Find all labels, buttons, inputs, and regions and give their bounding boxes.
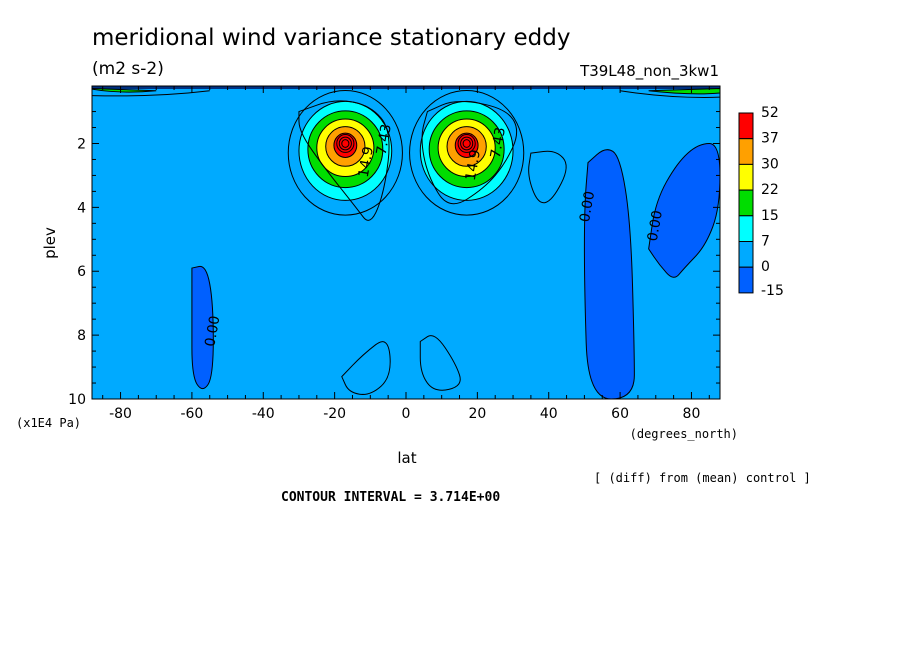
colorbar-label: 30 xyxy=(761,156,779,172)
contour-lines xyxy=(91,90,721,395)
contour-line xyxy=(457,134,476,153)
x-tick-label: -80 xyxy=(109,406,132,422)
y-tick-label: 4 xyxy=(77,200,86,216)
x-axis-label: lat xyxy=(397,449,416,467)
colorbar-swatch xyxy=(738,163,754,191)
x-tick-label: 20 xyxy=(468,406,486,422)
contour-line xyxy=(341,139,350,148)
y-tick-label: 6 xyxy=(77,264,86,280)
contour-line-subtropical xyxy=(528,150,567,204)
contour-label: 0.00 xyxy=(202,314,223,347)
colorbar-label: -15 xyxy=(761,283,784,299)
contour-line-outer xyxy=(298,100,390,221)
contour-line-lower-left xyxy=(341,341,391,395)
contour-label: 0.00 xyxy=(577,190,598,223)
contour-label: 0.00 xyxy=(645,209,666,242)
colorbar-label: 0 xyxy=(761,259,770,275)
chart-units: (m2 s-2) xyxy=(92,59,164,79)
colorbar-swatch xyxy=(738,241,754,268)
y-tick-label: 8 xyxy=(77,328,86,344)
diff-note: [ (diff) from (mean) control ] xyxy=(594,471,811,485)
contour-line xyxy=(460,136,474,151)
colorbar-swatch xyxy=(738,112,754,140)
y-axis: 2 4 6 8 10 xyxy=(68,111,720,408)
contour-line-outer xyxy=(421,101,518,205)
top-band-left xyxy=(91,88,157,93)
experiment-label: T39L48_non_3kw1 xyxy=(579,62,719,81)
contour-label: 7.43 xyxy=(488,126,509,159)
contour-fills xyxy=(91,86,721,400)
contour-line xyxy=(338,136,352,151)
colorbar-swatch xyxy=(738,138,754,165)
x-tick-label: -40 xyxy=(252,406,275,422)
negative-region-southern xyxy=(191,265,214,390)
negative-region-north-1 xyxy=(583,149,635,400)
y-tick-label: 2 xyxy=(77,136,86,152)
colorbar-label: 22 xyxy=(761,182,779,198)
contour-line-top-right xyxy=(620,90,721,98)
contour-line-lower-right xyxy=(419,335,461,391)
x-tick-label: 80 xyxy=(683,406,701,422)
y-tick-label: 10 xyxy=(68,392,86,408)
contour-label: 7.43 xyxy=(374,123,395,156)
colorbar-label: 7 xyxy=(761,234,770,250)
colorbar-label: 52 xyxy=(761,105,779,121)
contour-label: 14.9 xyxy=(463,148,484,181)
x-axis: -80 -60 -40 -20 0 20 40 60 80 xyxy=(102,86,710,422)
contour-interval: CONTOUR INTERVAL = 3.714E+00 xyxy=(281,490,500,505)
y-axis-label: plev xyxy=(41,227,59,259)
y-axis-units: (x1E4 Pa) xyxy=(16,416,81,430)
core-south xyxy=(287,90,403,216)
contour-band-5 xyxy=(454,132,479,158)
colorbar-label: 37 xyxy=(761,131,779,147)
colorbar-swatch xyxy=(738,215,754,243)
contour-line xyxy=(462,139,471,148)
x-axis-units: (degrees_north) xyxy=(630,427,738,441)
x-tick-label: 40 xyxy=(540,406,558,422)
chart-title: meridional wind variance stationary eddy xyxy=(92,25,570,51)
x-tick-label: 0 xyxy=(402,406,411,422)
x-tick-label: 60 xyxy=(611,406,629,422)
contour-line xyxy=(336,134,355,153)
colorbar-swatch xyxy=(738,266,754,294)
x-tick-label: -20 xyxy=(323,406,346,422)
colorbar: 52 37 30 22 15 7 0 -15 xyxy=(738,105,784,299)
x-tick-label: -60 xyxy=(180,406,203,422)
colorbar-swatch xyxy=(738,189,754,217)
contour-band-5 xyxy=(333,132,358,158)
contour-line-top-left xyxy=(91,90,210,97)
core-north xyxy=(409,90,525,216)
colorbar-label: 15 xyxy=(761,208,779,224)
contour-label: 14.9 xyxy=(356,145,377,178)
